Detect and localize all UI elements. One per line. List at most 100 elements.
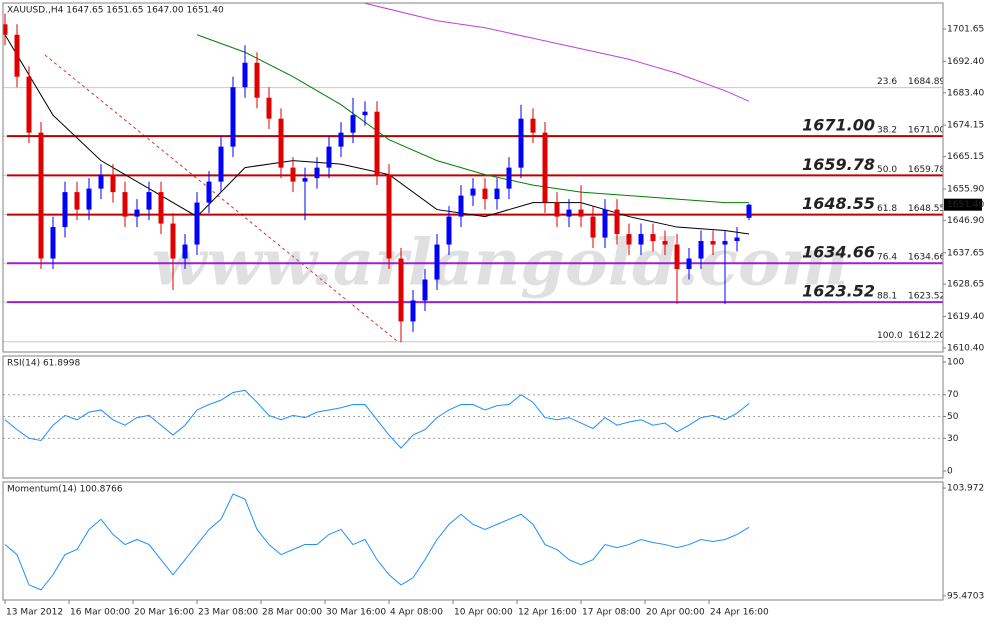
- candle-body: [422, 279, 428, 301]
- candle-body: [542, 132, 548, 203]
- pane-title: RSI(14) 61.8998: [7, 359, 80, 369]
- candle-body: [554, 202, 560, 217]
- candle-body: [134, 209, 140, 217]
- candle-body: [362, 111, 368, 116]
- y-tick-label: 1637.65: [947, 248, 984, 258]
- candle-body: [494, 188, 500, 200]
- fibo-price: 1684.89: [908, 77, 945, 87]
- candle-body: [410, 300, 416, 322]
- candle-body: [218, 146, 224, 182]
- candle-body: [398, 258, 404, 322]
- y-tick-label: 1646.90: [947, 216, 984, 226]
- y-tick-label: 1701.65: [947, 25, 984, 35]
- pane-title: XAUUSD.,H4 1647.65 1651.65 1647.00 1651.…: [7, 6, 224, 16]
- candle-body: [626, 234, 632, 245]
- candle-body: [38, 132, 44, 259]
- candle-body: [158, 192, 164, 224]
- candle-body: [74, 192, 80, 210]
- candle-body: [206, 181, 212, 203]
- moving-average: [364, 3, 750, 102]
- y-tick-label: 1610.40: [947, 344, 984, 354]
- x-tick-label: 17 Apr 08:00: [582, 608, 641, 618]
- candle-body: [470, 188, 476, 196]
- candle-body: [374, 111, 380, 175]
- x-tick-label: 20 Apr 00:00: [646, 608, 705, 618]
- candle-body: [254, 62, 260, 98]
- candle-body: [350, 115, 356, 133]
- y-tick-label: 1683.40: [947, 88, 984, 98]
- y-tick-label: 1692.40: [947, 57, 984, 67]
- candle-body: [14, 34, 20, 77]
- y-tick-label: 1628.65: [947, 280, 984, 290]
- level-label: 1659.78: [802, 155, 875, 174]
- fibo-ratio: 50.0: [877, 165, 897, 175]
- candle-body: [338, 132, 344, 147]
- y-tick-label: 1674.15: [947, 121, 984, 131]
- candle-body: [26, 76, 32, 133]
- fibo-ratio: 88.1: [877, 292, 897, 302]
- y-tick-label: 30: [947, 434, 959, 444]
- y-tick-label: 103.9723: [947, 484, 984, 494]
- x-tick-label: 16 Mar 00:00: [70, 608, 130, 618]
- candle-body: [3, 24, 8, 35]
- candle-body: [650, 234, 656, 242]
- x-tick-label: 30 Mar 16:00: [326, 608, 386, 618]
- candle-body: [686, 258, 692, 270]
- candle-body: [146, 192, 152, 210]
- candle-body: [734, 237, 740, 242]
- y-tick-label: 95.4703: [947, 591, 984, 601]
- pane-frame: [2, 481, 944, 601]
- candle-body: [290, 167, 296, 182]
- fibo-price: 1648.55: [908, 204, 945, 214]
- candle-body: [386, 174, 392, 259]
- level-label: 1671.00: [802, 116, 875, 135]
- candle-body: [674, 244, 680, 270]
- candle-body: [710, 241, 716, 245]
- candle-body: [98, 174, 104, 189]
- y-tick-label: 100: [947, 357, 964, 367]
- y-tick-label: 0: [947, 467, 953, 477]
- y-tick-label: 70: [947, 390, 959, 400]
- candle-body: [578, 209, 584, 217]
- candle-body: [746, 204, 752, 218]
- candle-body: [266, 97, 272, 119]
- y-tick-label: 50: [947, 412, 959, 422]
- fibo-ratio: 23.6: [877, 77, 897, 87]
- candle-body: [698, 241, 704, 259]
- candle-body: [434, 244, 440, 280]
- pane-title: Momentum(14) 100.8766: [7, 485, 123, 495]
- candle-body: [590, 216, 596, 238]
- x-tick-label: 20 Mar 16:00: [134, 608, 194, 618]
- candle-body: [518, 118, 524, 168]
- candle-body: [614, 209, 620, 235]
- y-tick-label: 1655.90: [947, 184, 984, 194]
- fibo-ratio: 38.2: [877, 126, 897, 136]
- last-price-label: 1651.40: [947, 200, 984, 210]
- candle-body: [482, 188, 488, 200]
- fibo-ratio: 100.0: [877, 331, 903, 341]
- x-tick-label: 13 Mar 2012: [6, 608, 63, 618]
- pane-frame: [2, 2, 944, 353]
- candle-body: [566, 209, 572, 217]
- candle-body: [122, 192, 128, 217]
- candle-body: [194, 202, 200, 245]
- pane: 0.01709.4323.61684.8938.21671.0050.01659…: [3, 3, 945, 343]
- candle-body: [86, 188, 92, 210]
- fibo-price: 1634.66: [908, 253, 945, 263]
- fibo-price: 1623.52: [908, 292, 945, 302]
- fibo-price: 1659.78: [908, 165, 945, 175]
- level-label: 1623.52: [802, 282, 875, 301]
- candle-body: [62, 192, 68, 228]
- fibo-ratio: 76.4: [877, 253, 897, 263]
- level-label: 1648.55: [802, 194, 875, 213]
- y-tick-label: 1619.40: [947, 312, 984, 322]
- candle-body: [110, 174, 116, 193]
- candle-body: [506, 167, 512, 189]
- candle-body: [302, 178, 308, 182]
- x-tick-label: 23 Mar 08:00: [198, 608, 258, 618]
- fibo-price: 1612.20: [908, 331, 945, 341]
- x-tick-label: 4 Apr 08:00: [390, 608, 443, 618]
- x-tick-label: 28 Mar 00:00: [262, 608, 322, 618]
- fibo-price: 1671.00: [908, 126, 945, 136]
